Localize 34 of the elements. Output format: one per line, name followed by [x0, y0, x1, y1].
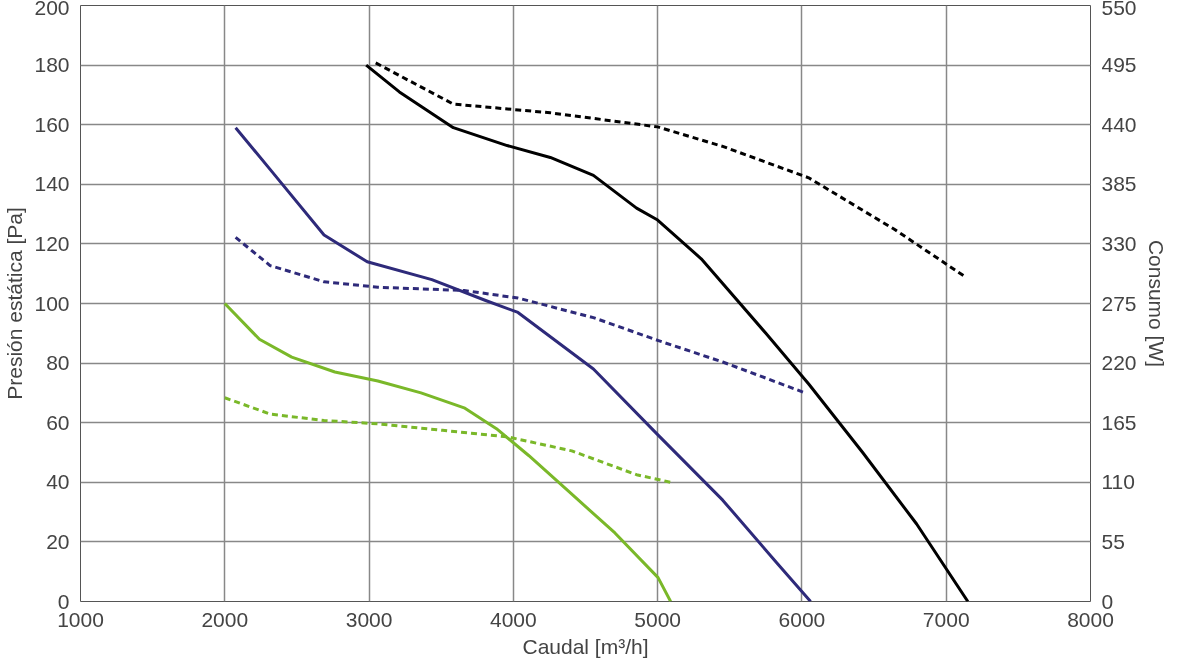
- line-series: [223, 302, 673, 602]
- y2-axis-title: Consumo [W]: [1144, 239, 1168, 368]
- y2-tick-label: 495: [1101, 53, 1137, 77]
- x-tick-label: 2000: [201, 607, 249, 631]
- y2-tick-label: 220: [1101, 351, 1137, 375]
- y-tick-label: 200: [34, 0, 70, 19]
- y-tick-label: 140: [34, 172, 70, 196]
- y2-tick-label: 440: [1101, 112, 1137, 136]
- x-tick-label: 6000: [778, 607, 826, 631]
- y2-tick-label: 110: [1101, 470, 1135, 494]
- y2-tick-label: 55: [1101, 529, 1125, 553]
- y2-tick-label: 275: [1101, 291, 1137, 315]
- y-tick-label: 60: [46, 410, 70, 434]
- x-tick-label: 3000: [345, 607, 393, 631]
- y2-tick-label: 165: [1101, 410, 1137, 434]
- y-tick-label: 40: [46, 470, 70, 494]
- line-series: [364, 63, 970, 602]
- y-tick-label: 0: [57, 589, 70, 613]
- y2-tick-label: 550: [1101, 0, 1137, 19]
- y2-tick-label: 385: [1101, 172, 1137, 196]
- x-tick-label: 4000: [490, 607, 537, 631]
- y-tick-label: 80: [46, 351, 70, 375]
- y-axis-title: Presión estática [Pa]: [3, 207, 27, 400]
- x-tick-label: 5000: [634, 607, 681, 631]
- y-tick-label: 120: [34, 231, 70, 255]
- y-tick-label: 20: [46, 529, 70, 553]
- y-tick-label: 160: [34, 112, 70, 136]
- y2-tick-label: 330: [1101, 231, 1137, 255]
- x-tick-label: 7000: [922, 607, 970, 631]
- line-series: [234, 126, 813, 602]
- x-axis-title: Caudal [m³/h]: [522, 634, 649, 658]
- y2-tick-label: 0: [1101, 589, 1114, 613]
- y-tick-label: 180: [34, 53, 70, 77]
- y-tick-label: 100: [34, 291, 70, 315]
